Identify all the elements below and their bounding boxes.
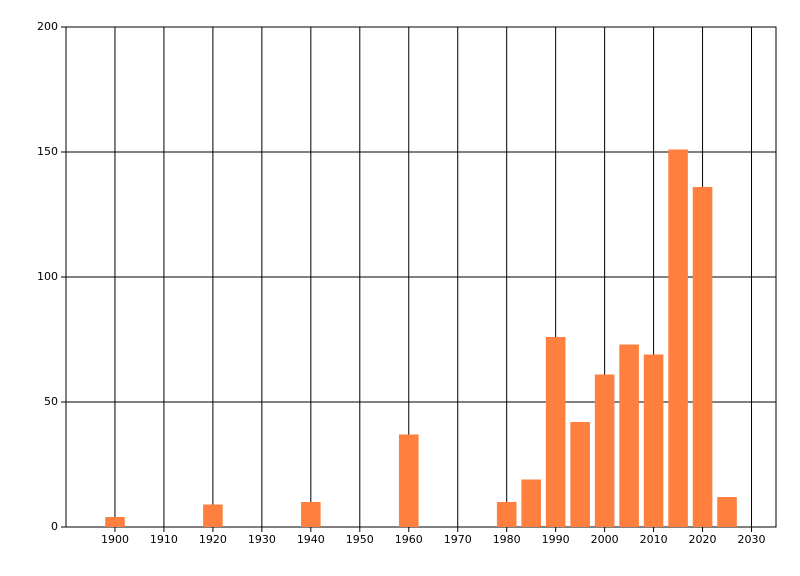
x-tick-label: 1970 <box>444 533 472 546</box>
x-tick-label: 1980 <box>493 533 521 546</box>
x-tick-label: 2020 <box>689 533 717 546</box>
x-tick-label: 1960 <box>395 533 423 546</box>
x-tick-label: 2030 <box>738 533 766 546</box>
bar <box>105 517 125 527</box>
bar <box>668 149 688 527</box>
x-tick-label: 1950 <box>346 533 374 546</box>
plot-frame <box>65 26 777 528</box>
x-tick-label: 1920 <box>199 533 227 546</box>
x-tick-label: 1990 <box>542 533 570 546</box>
x-tick-label: 2010 <box>640 533 668 546</box>
bar <box>398 434 419 527</box>
bar <box>594 374 615 527</box>
bar <box>203 504 223 527</box>
y-tick-label: 150 <box>37 145 58 158</box>
bar <box>570 422 590 527</box>
y-tick-label: 50 <box>44 395 58 408</box>
bar <box>521 479 541 527</box>
bar <box>496 502 517 527</box>
bar <box>301 502 321 527</box>
y-tick-label: 0 <box>51 520 58 533</box>
y-tick-label: 100 <box>37 270 58 283</box>
bar <box>619 344 639 527</box>
bar <box>692 187 713 527</box>
x-tick-label: 1940 <box>297 533 325 546</box>
x-tick-label: 1900 <box>101 533 129 546</box>
x-tick-label: 1930 <box>248 533 276 546</box>
bar <box>717 497 737 527</box>
x-tick-label: 2000 <box>591 533 619 546</box>
y-tick-label: 200 <box>37 20 58 33</box>
bar <box>545 337 566 527</box>
x-tick-label: 1910 <box>150 533 178 546</box>
bar <box>643 354 664 527</box>
